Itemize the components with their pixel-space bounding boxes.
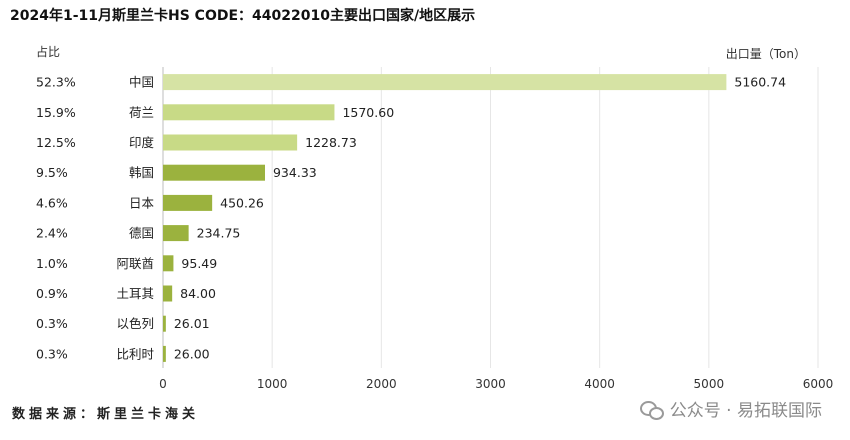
share-label: 4.6%	[36, 195, 68, 210]
x-tick-label: 2000	[366, 377, 397, 391]
bar-value-label: 84.00	[180, 286, 216, 301]
x-tick-label: 0	[159, 377, 167, 391]
bar-value-label: 26.01	[174, 316, 210, 331]
bar-value-label: 95.49	[181, 256, 217, 271]
share-label: 9.5%	[36, 165, 68, 180]
share-label: 2.4%	[36, 226, 68, 241]
bar	[163, 74, 727, 91]
category-label: 阿联酋	[116, 256, 154, 271]
category-label: 日本	[129, 195, 155, 210]
category-label: 韩国	[129, 165, 154, 180]
share-label: 0.9%	[36, 286, 68, 301]
wechat-icon	[639, 399, 664, 420]
category-label: 荷兰	[129, 105, 154, 120]
bar-value-label: 234.75	[197, 226, 241, 241]
source-note: 数据来源：斯里兰卡海关	[12, 407, 200, 422]
share-label: 0.3%	[36, 316, 68, 331]
category-label: 以色列	[116, 316, 154, 331]
chart-title: 2024年1-11月斯里兰卡HS CODE：44022010主要出口国家/地区展…	[10, 8, 476, 24]
bar-value-label: 1570.60	[342, 105, 394, 120]
share-label: 15.9%	[36, 105, 76, 120]
bar	[163, 315, 166, 332]
category-label: 德国	[129, 226, 154, 241]
watermark: 公众号 · 易拓联国际	[639, 396, 822, 421]
bar	[163, 164, 265, 181]
bars	[163, 74, 727, 362]
share-label: 52.3%	[36, 75, 76, 90]
x-tick-label: 6000	[803, 377, 834, 391]
share-label: 0.3%	[36, 346, 68, 361]
bar-value-label: 934.33	[273, 165, 317, 180]
share-label: 1.0%	[36, 256, 68, 271]
bar-value-label: 450.26	[220, 195, 264, 210]
x-axis-unit-label: 出口量（Ton）	[725, 47, 806, 61]
category-label: 比利时	[116, 346, 154, 361]
category-label: 印度	[129, 135, 155, 150]
share-label: 12.5%	[36, 135, 76, 150]
bar	[163, 345, 166, 362]
bar	[163, 104, 335, 121]
share-column-header: 占比	[36, 45, 61, 59]
bar-value-label: 26.00	[174, 346, 210, 361]
bar	[163, 255, 174, 272]
bar	[163, 194, 213, 211]
watermark-text: 公众号 · 易拓联国际	[669, 401, 822, 421]
bar	[163, 134, 298, 151]
x-tick-label: 4000	[584, 377, 615, 391]
bar-value-label: 5160.74	[734, 75, 786, 90]
x-tick-label: 5000	[694, 377, 725, 391]
bar	[163, 285, 173, 302]
x-tick-label: 3000	[475, 377, 506, 391]
category-label: 土耳其	[116, 286, 154, 301]
bar-value-label: 1228.73	[305, 135, 357, 150]
category-label: 中国	[129, 75, 154, 90]
labels: 0 1000 2000 3000 4000 5000 6000 5160.74 中国 52.3% 1…	[36, 75, 833, 391]
x-tick-label: 1000	[257, 377, 288, 391]
bar	[163, 225, 189, 242]
